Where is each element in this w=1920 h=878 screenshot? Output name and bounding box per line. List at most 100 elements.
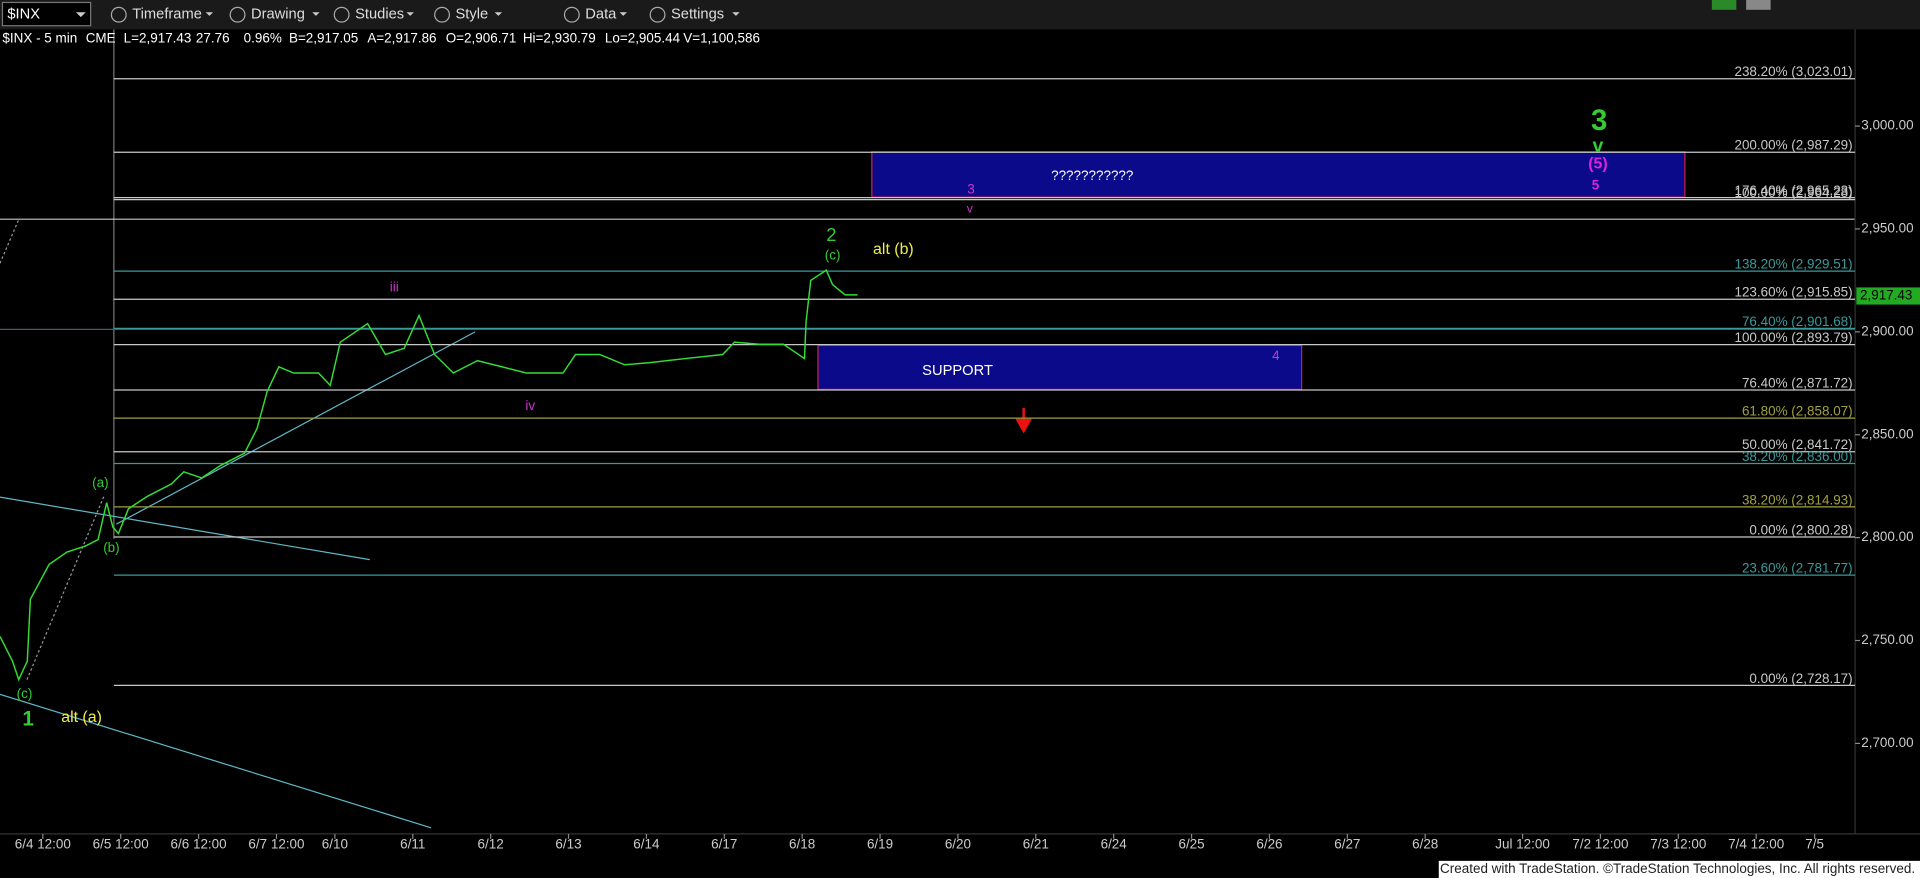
toolbar-icon [333,6,350,23]
toolbar-icon [563,6,580,23]
x-tick-label: 7/2 12:00 [1572,836,1628,851]
fib-label: 0.00% (2,800.28) [1749,522,1852,537]
trend-line [0,496,370,561]
toolbar-button[interactable] [560,2,632,26]
down-arrow [1015,407,1032,434]
x-tick-label: 6/27 [1334,836,1360,851]
support-box [817,344,1303,391]
toolbar-button[interactable] [330,2,419,26]
target-box [871,151,1686,198]
wave-label: v [1593,135,1604,157]
toolbar-icon [649,6,666,23]
x-tick-label: 6/28 [1412,836,1438,851]
wave-label: 3 [967,181,974,196]
toolbar-button[interactable] [431,2,507,26]
x-tick-label: 6/26 [1256,836,1282,851]
toolbar-button[interactable] [226,2,325,26]
x-tick-label: 7/5 [1805,836,1824,851]
fib-label: 76.40% (2,901.68) [1742,314,1853,329]
dropdown-icon [312,12,320,16]
fib-label: 23.60% (2,781.77) [1742,561,1853,576]
y-tick-label: 2,950.00 [1861,221,1913,236]
dropdown-icon [494,12,503,16]
wave-label: iv [525,398,535,413]
toolbar-label[interactable]: Timeframe [132,7,202,23]
quote-field: O=2,906.71 [446,31,517,46]
wave-label: 4 [1272,348,1280,363]
dropdown-icon [732,12,740,16]
quote-field: L=2,917.43 [124,31,192,46]
last-price-tag [1856,287,1920,305]
fib-label: 100.00% (2,964.28) [1734,185,1852,200]
fib-label: 38.20% (2,836.00) [1742,449,1853,464]
x-tick-label: 6/18 [789,836,815,851]
fib-label: 50.00% (2,841.72) [1742,437,1853,452]
dropdown-icon [619,12,627,16]
x-tick-label: 6/10 [322,836,348,851]
wave-label: ??????????? [1051,168,1133,183]
toolbar-label[interactable]: Studies [355,7,404,23]
x-tick-label: 6/11 [400,836,425,851]
quote-field: CME [86,31,116,46]
fib-label: 238.20% (3,023.01) [1734,64,1852,79]
x-tick-label: 6/17 [711,836,737,851]
wave-label: iii [390,279,399,294]
toolbar-label[interactable]: Drawing [251,7,305,23]
wave-label: 1 [22,708,34,731]
fib-label: 38.20% (2,814.93) [1742,492,1853,507]
price-line [0,269,858,682]
quote-field: V=1,100,586 [683,31,760,46]
last-price-label: 2,917.43 [1860,288,1912,303]
x-tick-label: 6/21 [1023,836,1049,851]
x-tick-label: 6/5 12:00 [93,836,149,851]
toolbar-label[interactable]: Settings [671,7,724,23]
y-tick-label: 2,700.00 [1861,735,1913,750]
quote-field: Lo=2,905.44 [605,31,681,46]
toolbar-button[interactable] [107,2,218,26]
fib-label: 76.40% (2,871.72) [1742,375,1853,390]
fib-label: 0.00% (2,728.17) [1749,671,1852,686]
quote-field: Hi=2,930.79 [523,31,596,46]
x-tick-label: 6/19 [867,836,893,851]
corner-button[interactable] [1746,0,1771,10]
y-tick-label: 2,750.00 [1861,632,1913,647]
toolbar-label[interactable]: Data [585,7,617,23]
fib-label: 123.60% (2,915.85) [1734,285,1852,300]
wave-label: alt (a) [61,709,102,726]
symbol-box[interactable] [1,1,92,27]
footer: Created with TradeStation. ©TradeStation… [1440,861,1915,876]
x-tick-label: 6/13 [555,836,581,851]
wave-label: 3 [1591,104,1607,137]
x-tick-label: 6/4 12:00 [15,836,71,851]
fib-label: 61.80% (2,858.07) [1742,404,1853,419]
x-tick-label: 6/14 [633,836,660,851]
wave-label: (b) [103,540,119,555]
trend-line [0,693,432,829]
wave-label: (c) [825,247,841,262]
y-tick-label: 3,000.00 [1861,118,1913,133]
wave-label: 2 [826,224,836,245]
y-tick-label: 2,800.00 [1861,529,1913,544]
wave-label: (c) [17,686,33,701]
wave-label: (5) [1588,155,1607,172]
toolbar-button[interactable] [646,2,745,26]
quote-field: 27.76 [196,31,230,46]
fib-label: 100.00% (2,893.79) [1734,330,1852,345]
dotted-line [26,495,105,680]
x-tick-label: 6/12 [478,836,504,851]
symbol-input[interactable]: $INX [7,7,40,23]
toolbar-label[interactable]: Style [456,7,489,23]
corner-button[interactable] [1711,0,1737,10]
x-tick-label: 6/7 12:00 [248,836,304,851]
x-tick-label: 6/25 [1178,836,1204,851]
wave-label: v [967,202,974,216]
fib-label: 176.40% (2,965.23) [1734,183,1852,198]
dropdown-icon [75,12,86,18]
y-tick-label: 2,900.00 [1861,323,1913,338]
y-tick-label: 2,850.00 [1861,426,1913,441]
x-tick-label: 7/4 12:00 [1728,836,1784,851]
fib-label: 200.00% (2,987.29) [1734,138,1852,153]
x-tick-label: 7/3 12:00 [1650,836,1706,851]
toolbar-icon [434,6,450,23]
